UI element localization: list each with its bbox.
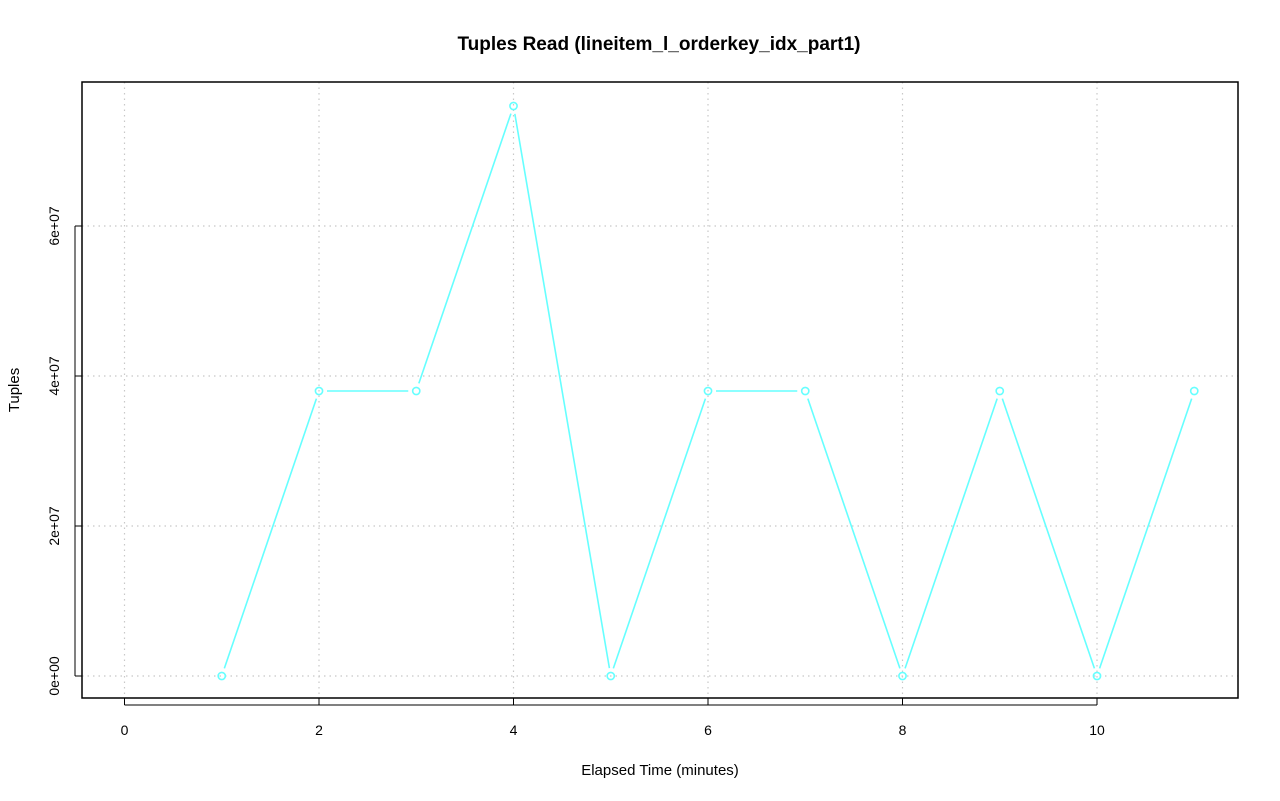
x-tick-label: 2 <box>315 722 323 738</box>
y-tick-label: 4e+07 <box>46 356 62 396</box>
x-tick-label: 10 <box>1089 722 1105 738</box>
series-layer <box>217 101 1199 681</box>
data-point <box>995 386 1005 396</box>
plot-frame <box>81 81 1239 699</box>
data-point <box>703 386 713 396</box>
series-line-segment <box>1001 398 1096 669</box>
y-tick-label: 0e+00 <box>46 656 62 696</box>
data-point <box>509 101 518 111</box>
series-line-segment <box>1098 398 1193 669</box>
x-tick-label: 0 <box>121 722 129 738</box>
y-tick-label: 2e+07 <box>46 506 62 546</box>
data-point <box>898 671 907 681</box>
data-point <box>606 671 616 681</box>
data-point <box>800 386 810 396</box>
grid <box>82 82 1238 698</box>
x-tick-label: 4 <box>510 722 518 738</box>
series-line-segment <box>612 398 707 669</box>
data-point <box>411 386 421 396</box>
x-axis: 0 2 4 6 8 10 <box>121 698 1105 738</box>
x-axis-title: Elapsed Time (minutes) <box>581 762 739 779</box>
data-point <box>217 671 227 681</box>
chart-title: Tuples Read (lineitem_l_orderkey_idx_par… <box>457 34 860 55</box>
x-tick-label: 8 <box>899 722 907 738</box>
data-point <box>1189 386 1199 396</box>
y-tick-label: 6e+07 <box>46 206 62 246</box>
data-point <box>1092 671 1102 681</box>
y-axis-title: Tuples <box>6 368 23 412</box>
series-line-segment <box>223 398 318 669</box>
series-line-segment <box>807 398 901 669</box>
series-line-segment <box>514 113 611 669</box>
data-point <box>314 386 324 396</box>
series-line-segment <box>904 398 998 669</box>
series-line-segment <box>418 113 512 384</box>
x-tick-label: 6 <box>704 722 712 738</box>
y-axis: 0e+00 2e+07 4e+07 6e+07 <box>46 206 82 696</box>
